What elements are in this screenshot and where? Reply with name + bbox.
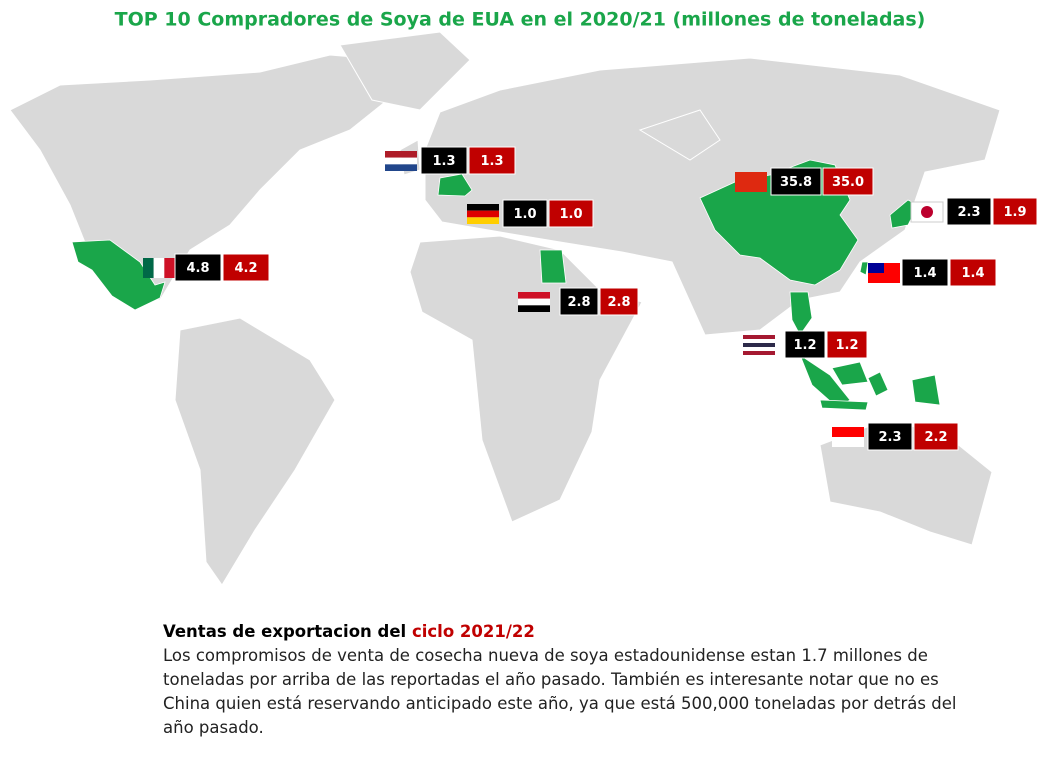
- flag-stripe: [153, 258, 165, 278]
- flag-stripe: [735, 172, 751, 192]
- flag-disc: [921, 206, 933, 218]
- value-box: [867, 422, 913, 451]
- note-heading-highlight: ciclo 2021/22: [411, 622, 535, 641]
- value-box: [784, 330, 826, 359]
- flag-canton: [868, 263, 884, 273]
- flag-stripe: [832, 427, 864, 437]
- value-label: 2.3: [878, 430, 901, 445]
- value-label: 1.3: [480, 154, 503, 169]
- flag-stripe: [385, 151, 417, 158]
- value-box: [559, 287, 599, 316]
- value-box: [502, 199, 548, 228]
- flag-stripe: [467, 217, 499, 224]
- value-box: [548, 199, 594, 228]
- flag-stripe: [467, 210, 499, 218]
- value-box: [174, 253, 222, 282]
- value-box: [822, 167, 874, 196]
- value-label: 2.8: [607, 295, 630, 310]
- marker: 35.8 35.0: [735, 167, 874, 196]
- flag-stripe: [143, 258, 154, 278]
- marker: 2.8 2.8: [518, 287, 639, 316]
- note-body: Los compromisos de venta de cosecha nuev…: [163, 646, 957, 737]
- value-box: [913, 422, 959, 451]
- value-label: 4.8: [186, 261, 209, 276]
- value-label: 1.4: [961, 266, 984, 281]
- marker: 1.3 1.3: [385, 146, 516, 175]
- map: TOP 10 Compradores de Soya de EUA en el …: [9, 9, 1038, 586]
- value-label: 1.9: [1003, 205, 1026, 220]
- marker: 4.8 4.2: [143, 253, 270, 282]
- value-box: [222, 253, 270, 282]
- value-box: [468, 146, 516, 175]
- value-label: 1.3: [432, 154, 455, 169]
- value-box: [992, 197, 1038, 226]
- marker: 1.4 1.4: [868, 258, 997, 287]
- flag-stripe: [832, 437, 864, 447]
- flag-stripe: [743, 351, 775, 355]
- value-label: 2.3: [957, 205, 980, 220]
- flag-stripe: [385, 164, 417, 171]
- value-box: [826, 330, 868, 359]
- value-box: [420, 146, 468, 175]
- marker: 1.0 1.0: [467, 199, 594, 228]
- value-label: 35.0: [832, 175, 864, 190]
- value-label: 2.2: [924, 430, 947, 445]
- note: Ventas de exportacion del ciclo 2021/22 …: [163, 620, 963, 740]
- flag-stripe: [743, 339, 775, 343]
- flag-stripe: [518, 298, 550, 306]
- flag-stripe: [743, 347, 775, 351]
- value-label: 1.0: [559, 207, 582, 222]
- value-label: 1.2: [835, 338, 858, 353]
- value-label: 4.2: [234, 261, 257, 276]
- value-box: [946, 197, 992, 226]
- value-label: 1.4: [913, 266, 936, 281]
- note-heading: Ventas de exportacion del: [163, 622, 412, 641]
- value-box: [949, 258, 997, 287]
- marker: 1.2 1.2: [743, 330, 868, 359]
- flag-stripe: [385, 157, 417, 165]
- value-label: 35.8: [780, 175, 812, 190]
- value-box: [770, 167, 822, 196]
- markers: 1.3 1.3 35.8 35.0 1.0 1.0 2.3 1.9 4.8 4.2 1.4 1.4 2.…: [143, 146, 1038, 451]
- value-box: [901, 258, 949, 287]
- value-box: [599, 287, 639, 316]
- flag-stripe: [518, 305, 550, 312]
- value-label: 1.0: [513, 207, 536, 222]
- marker: 2.3 2.2: [832, 422, 959, 451]
- flag-stripe: [518, 292, 550, 299]
- value-label: 1.2: [793, 338, 816, 353]
- flag-stripe: [164, 258, 175, 278]
- title: TOP 10 Compradores de Soya de EUA en el …: [115, 9, 926, 31]
- marker: 2.3 1.9: [910, 197, 1038, 226]
- value-label: 2.8: [567, 295, 590, 310]
- highlighted-countries: [71, 159, 941, 411]
- flag-stripe: [743, 335, 775, 339]
- flag-border: [910, 201, 944, 223]
- land: [9, 31, 1001, 586]
- flag-stripe: [467, 204, 499, 211]
- flag-stripe: [743, 343, 775, 347]
- flag-stripe: [751, 172, 767, 192]
